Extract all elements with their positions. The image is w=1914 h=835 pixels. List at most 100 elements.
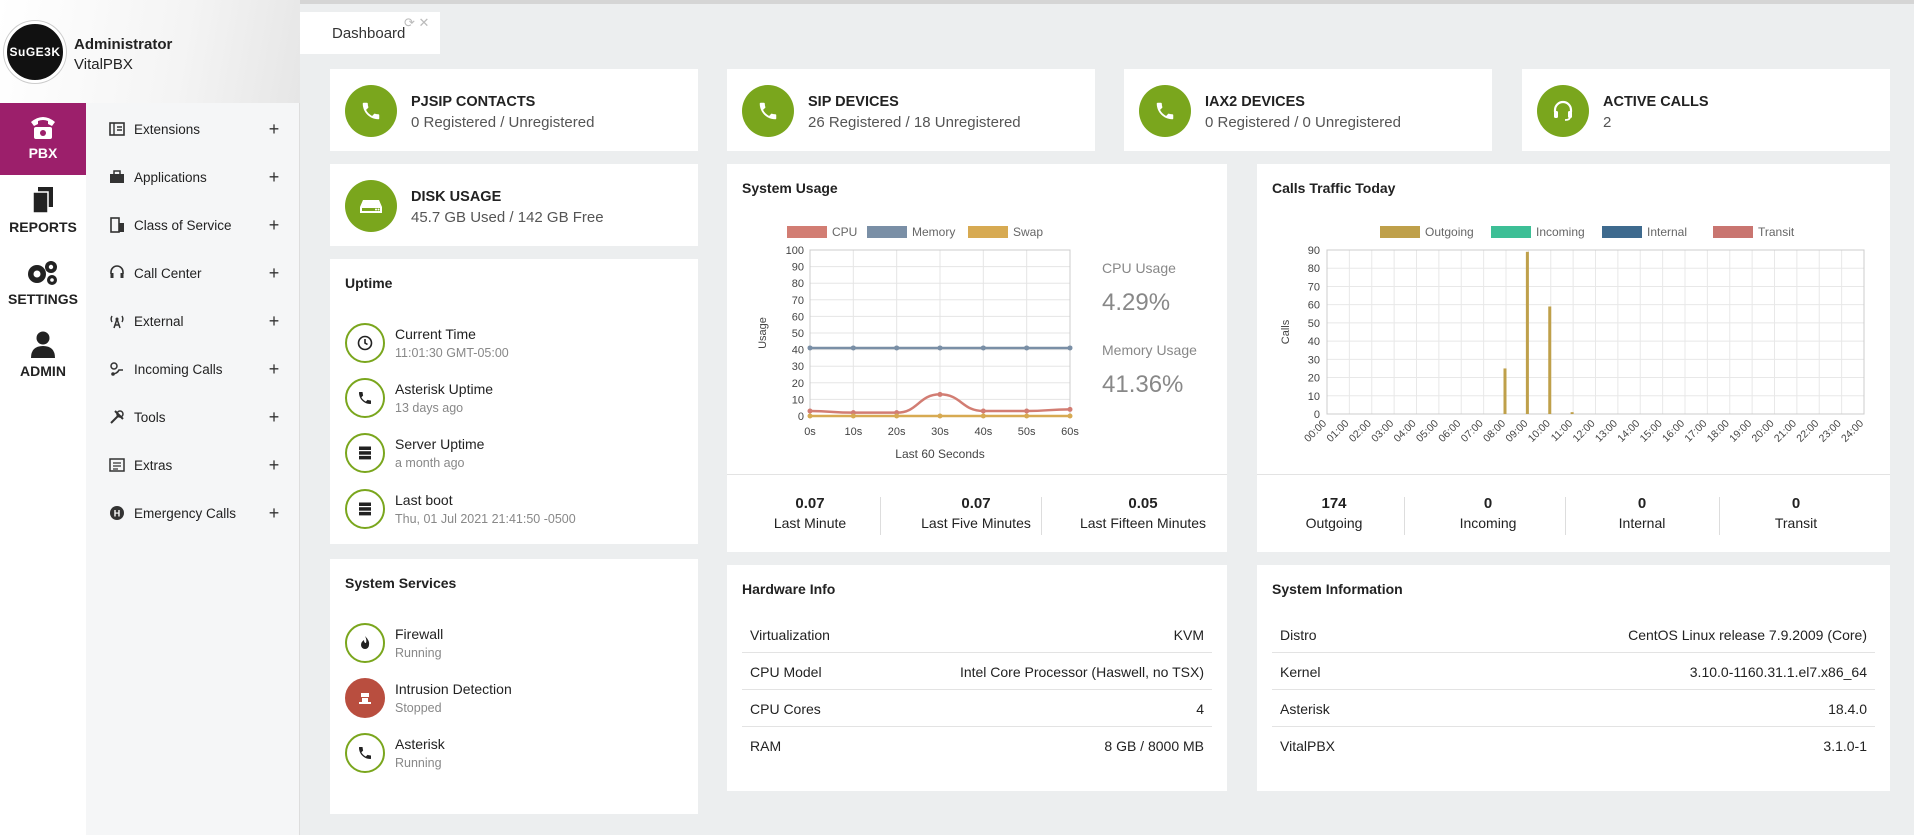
x-tick-label: 30s — [931, 426, 949, 438]
server-icon — [345, 433, 385, 473]
bar-outgoing — [1570, 412, 1574, 414]
rail-item-admin[interactable]: ADMIN — [0, 319, 86, 391]
x-tick-label: 10s — [844, 426, 862, 438]
row-value: CentOS Linux release 7.9.2009 (Core) — [1628, 627, 1867, 643]
total-value: 0 — [1483, 495, 1493, 512]
legend-swatch — [1602, 226, 1642, 238]
expand-plus-icon[interactable]: + — [268, 406, 280, 427]
sidebar-item-label: Extras — [134, 457, 173, 473]
item-title: Asterisk Uptime — [395, 381, 494, 397]
rail-label: ADMIN — [20, 363, 66, 379]
card-title: Uptime — [345, 275, 393, 291]
system-usage-chart: CPU Memory Swap 0 10 20 30 40 50 60 70 80 90 100 0s 10s… — [757, 225, 1079, 461]
x-tick-label: 15:00 — [1638, 418, 1665, 445]
disk-usage-card: DISK USAGE 45.7 GB Used / 142 GB Free — [330, 164, 698, 246]
data-point-swap — [980, 413, 986, 419]
emergency-icon: H — [108, 504, 126, 522]
y-tick-label: 40 — [792, 345, 804, 357]
sidebar-item-class-of-service[interactable]: Class of Service + — [86, 201, 300, 249]
row-key: VitalPBX — [1280, 738, 1335, 754]
phone-icon — [742, 85, 794, 137]
expand-plus-icon[interactable]: + — [268, 262, 280, 283]
load-cell: 0.07 Last Minute — [727, 475, 893, 553]
expand-plus-icon[interactable]: + — [268, 214, 280, 235]
x-tick-label: 03:00 — [1369, 418, 1396, 445]
y-tick-label: 0 — [1314, 409, 1320, 421]
card-title: System Services — [345, 575, 457, 591]
sidebar-item-external[interactable]: External + — [86, 297, 300, 345]
legend-label: CPU — [832, 225, 857, 239]
load-label: Last Five Minutes — [921, 515, 1031, 531]
sidebar-item-label: Call Center — [134, 265, 202, 281]
hardware-info-card: Hardware Info Virtualization KVM CPU Mode… — [727, 565, 1227, 791]
expand-plus-icon[interactable]: + — [268, 118, 280, 139]
row-value: 3.10.0-1160.31.1.el7.x86_64 — [1689, 664, 1867, 680]
x-tick-label: 20:00 — [1750, 418, 1777, 445]
legend-swatch — [787, 226, 827, 238]
close-icon[interactable]: ✕ — [418, 15, 430, 30]
tab-dashboard[interactable]: Dashboard ⟳ ✕ — [300, 12, 440, 54]
hardware-row: CPU Model Intel Core Processor (Haswell, … — [742, 653, 1212, 690]
load-value: 0.05 — [1128, 495, 1158, 512]
x-tick-label: 50s — [1018, 426, 1036, 438]
avatar[interactable]: SuGE3K — [4, 21, 66, 83]
y-tick-label: 0 — [798, 411, 804, 423]
server-icon — [345, 489, 385, 529]
fire-icon — [345, 623, 385, 663]
service-intrusion-detection: Intrusion Detection Stopped — [345, 676, 685, 720]
sidebar-item-emergency-calls[interactable]: H Emergency Calls + — [86, 489, 300, 537]
service-asterisk: Asterisk Running — [345, 731, 685, 775]
item-title: Firewall — [395, 626, 444, 642]
sidebar-item-call-center[interactable]: Call Center + — [86, 249, 300, 297]
legend-swatch — [1380, 226, 1420, 238]
row-key: Distro — [1280, 627, 1317, 643]
sidebar-item-extras[interactable]: Extras + — [86, 441, 300, 489]
sidebar-item-extensions[interactable]: Extensions + — [86, 105, 300, 153]
y-tick-label: 60 — [792, 311, 804, 323]
rail-item-pbx[interactable]: PBX — [0, 103, 86, 175]
expand-plus-icon[interactable]: + — [268, 310, 280, 331]
rail-item-settings[interactable]: SETTINGS — [0, 247, 86, 319]
x-axis-label: Last 60 Seconds — [895, 447, 984, 461]
x-tick-label: 17:00 — [1682, 418, 1709, 445]
x-tick-label: 16:00 — [1660, 418, 1687, 445]
data-point-memory — [937, 345, 943, 351]
row-value: 18.4.0 — [1828, 701, 1867, 717]
row-key: CPU Cores — [750, 701, 821, 717]
sidebar-item-applications[interactable]: Applications + — [86, 153, 300, 201]
data-point-cpu — [1024, 408, 1030, 414]
expand-plus-icon[interactable]: + — [268, 358, 280, 379]
item-sub: 13 days ago — [395, 401, 464, 415]
y-tick-label: 100 — [786, 245, 804, 257]
expand-plus-icon[interactable]: + — [268, 166, 280, 187]
memory-usage-value: 41.36% — [1102, 371, 1184, 398]
expand-plus-icon[interactable]: + — [268, 454, 280, 475]
item-sub: 11:01:30 GMT-05:00 — [395, 346, 509, 360]
sidebar-item-tools[interactable]: Tools + — [86, 393, 300, 441]
uptime-item-asterisk: Asterisk Uptime 13 days ago — [345, 376, 685, 420]
y-tick-label: 80 — [792, 278, 804, 290]
load-average-row: 0.07 Last Minute 0.07 Last Five Minutes … — [727, 474, 1227, 552]
legend-swatch — [1491, 226, 1531, 238]
clock-icon — [345, 323, 385, 363]
load-label: Last Fifteen Minutes — [1079, 515, 1207, 531]
x-tick-label: 22:00 — [1794, 418, 1821, 445]
x-tick-label: 07:00 — [1459, 418, 1486, 445]
stat-title: PJSIP CONTACTS — [411, 94, 536, 110]
data-point-memory — [894, 345, 900, 351]
x-tick-label: 01:00 — [1324, 418, 1351, 445]
expand-plus-icon[interactable]: + — [268, 502, 280, 523]
refresh-icon[interactable]: ⟳ — [404, 15, 415, 30]
rail-item-reports[interactable]: REPORTS — [0, 175, 86, 247]
module-rail: PBX REPORTS SETTINGS ADMIN — [0, 103, 86, 835]
hardware-row: RAM 8 GB / 8000 MB — [742, 727, 1212, 764]
data-point-memory — [1067, 345, 1073, 351]
sysinfo-row: Distro CentOS Linux release 7.9.2009 (Cor… — [1272, 616, 1875, 653]
service-firewall: Firewall Running — [345, 621, 685, 665]
sysinfo-row: Asterisk 18.4.0 — [1272, 690, 1875, 727]
sidebar-item-incoming-calls[interactable]: Incoming Calls + — [86, 345, 300, 393]
load-cell: 0.05 Last Fifteen Minutes — [1059, 475, 1227, 553]
data-point-swap — [937, 413, 943, 419]
row-key: RAM — [750, 738, 782, 754]
item-sub: Running — [395, 646, 442, 660]
